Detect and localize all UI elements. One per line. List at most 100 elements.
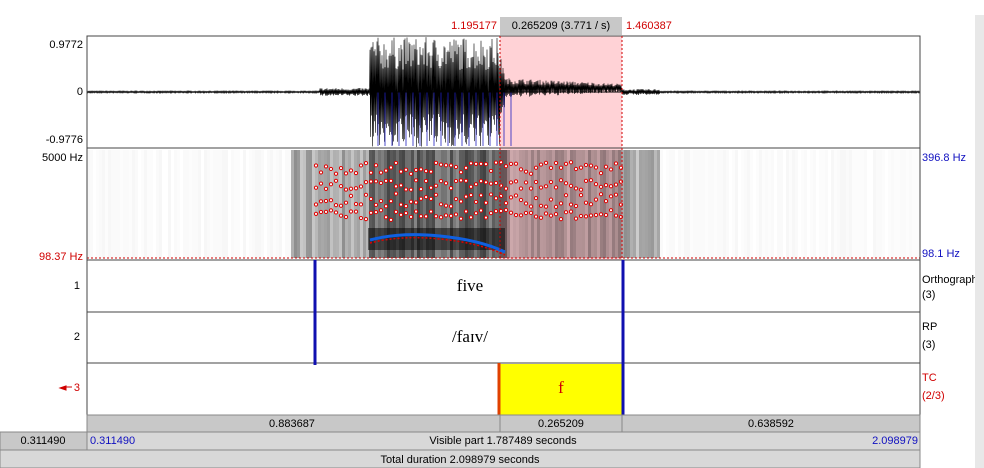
spec-column (108, 150, 111, 258)
spec-column (756, 150, 759, 258)
spec-column (843, 150, 846, 258)
formant-dot (524, 181, 527, 184)
spec-column (732, 150, 735, 258)
formant-dot (489, 169, 492, 172)
spec-column (279, 150, 282, 258)
spec-column (612, 150, 615, 258)
formant-dot (364, 217, 367, 220)
spec-column (876, 150, 879, 258)
formant-dot (529, 172, 532, 175)
spec-column (213, 150, 216, 258)
spec-column (909, 150, 912, 258)
formant-dot (459, 171, 462, 174)
formant-dot (404, 205, 407, 208)
formant-dot (409, 200, 412, 203)
spec-column (810, 150, 813, 258)
formant-dot (459, 179, 462, 182)
formant-dot (479, 180, 482, 183)
spec-column (306, 150, 309, 258)
formant-dot (534, 166, 537, 169)
spec-column (735, 150, 738, 258)
formant-dot (424, 215, 427, 218)
formant-dot (444, 164, 447, 167)
spec-column (210, 150, 213, 258)
duration-label[interactable]: 0.883687 (269, 418, 315, 430)
formant-dot (524, 211, 527, 214)
spec-column (273, 150, 276, 258)
selection-start: 1.195177 (451, 20, 497, 32)
formant-dot (464, 179, 467, 182)
formant-dot (344, 172, 347, 175)
formant-dot (359, 164, 362, 167)
spec-column (666, 150, 669, 258)
spec-column (513, 150, 516, 258)
formant-dot (464, 166, 467, 169)
spec-column (855, 150, 858, 258)
scrollbar[interactable] (975, 15, 984, 468)
formant-dot (359, 216, 362, 219)
pitch-bottom-label: 98.1 Hz (922, 248, 960, 260)
formant-dot (424, 179, 427, 182)
formant-dot (609, 185, 612, 188)
spec-column (255, 150, 258, 258)
formant-dot (514, 213, 517, 216)
spec-column (789, 150, 792, 258)
formant-dot (444, 204, 447, 207)
duration-label[interactable]: 0.265209 (538, 418, 584, 430)
formant-dot (364, 162, 367, 165)
spec-column (168, 150, 171, 258)
formant-dot (319, 210, 322, 213)
formant-dot (469, 162, 472, 165)
formant-dot (524, 202, 527, 205)
spec-column (708, 150, 711, 258)
spec-column (321, 150, 324, 258)
spec-column (627, 150, 630, 258)
spec-column (102, 150, 105, 258)
formant-dot (574, 167, 577, 170)
formant-dot (384, 169, 387, 172)
formant-dot (394, 192, 397, 195)
formant-dot (549, 166, 552, 169)
interval-text[interactable]: f (558, 378, 564, 397)
formant-dot (334, 204, 337, 207)
formant-dot (539, 216, 542, 219)
formant-dot (544, 205, 547, 208)
formant-dot (474, 212, 477, 215)
formant-dot (389, 218, 392, 221)
spec-column (825, 150, 828, 258)
duration-label[interactable]: 0.638592 (748, 418, 794, 430)
spec-column (657, 150, 660, 258)
spec-column (204, 150, 207, 258)
spec-column (543, 150, 546, 258)
spec-column (744, 150, 747, 258)
spec-column (294, 150, 297, 258)
formant-dot (419, 188, 422, 191)
formant-dot (434, 161, 437, 164)
tier-count: (3) (922, 339, 935, 351)
tier-number: 2 (74, 331, 80, 343)
formant-dot (474, 183, 477, 186)
spec-column (147, 150, 150, 258)
spec-column (219, 150, 222, 258)
spec-column (156, 150, 159, 258)
spec-column (702, 150, 705, 258)
formant-dot (399, 170, 402, 173)
spec-column (888, 150, 891, 258)
interval-text[interactable]: /faɪv/ (452, 327, 488, 346)
formant-dot (459, 217, 462, 220)
interval-text[interactable]: five (457, 276, 483, 295)
formant-dot (454, 165, 457, 168)
spec-column (177, 150, 180, 258)
spec-column (633, 150, 636, 258)
formant-dot (339, 185, 342, 188)
formant-dot (484, 181, 487, 184)
formant-dot (314, 164, 317, 167)
formant-dot (564, 211, 567, 214)
formant-dot (369, 180, 372, 183)
spec-column (351, 150, 354, 258)
formant-dot (354, 187, 357, 190)
formant-dot (389, 200, 392, 203)
formant-dot (439, 203, 442, 206)
spec-column (852, 150, 855, 258)
formant-dot (379, 171, 382, 174)
